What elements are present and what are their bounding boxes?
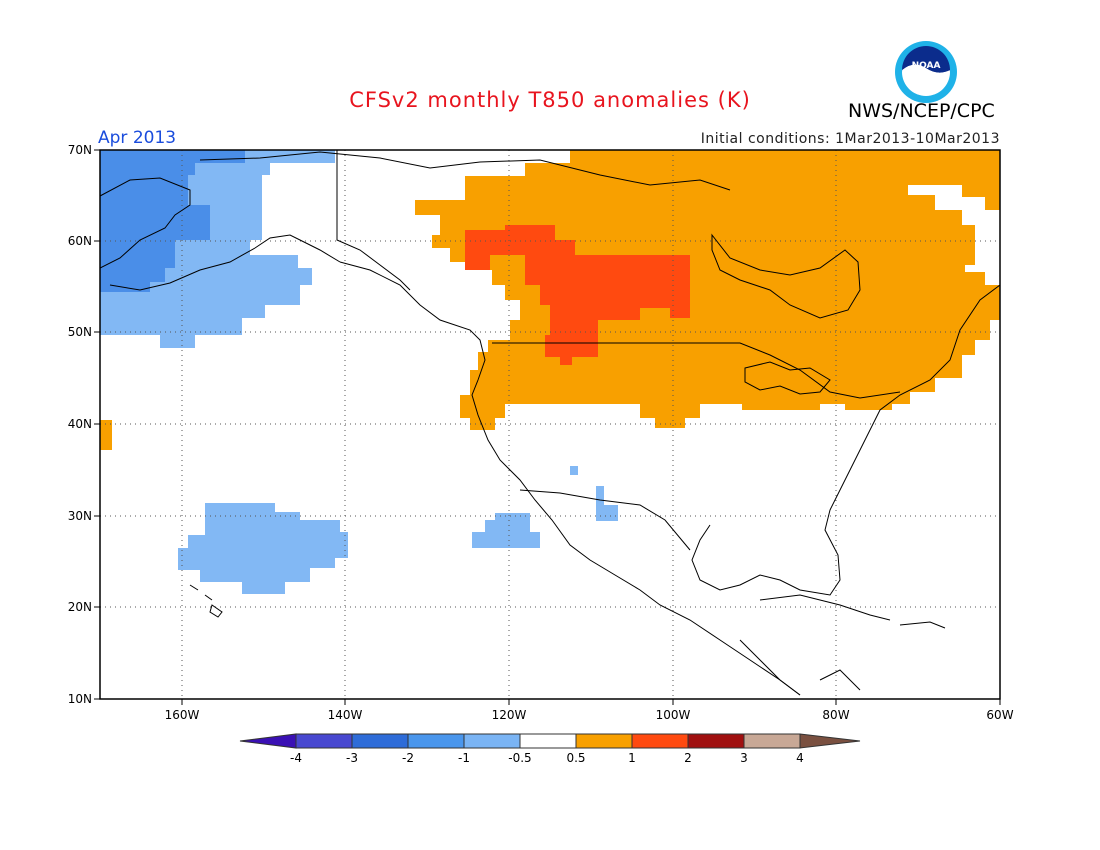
colorbar-label: -0.5 bbox=[508, 751, 532, 765]
lat-label: 40N bbox=[67, 417, 92, 431]
colorbar-high-arrow bbox=[799, 733, 861, 749]
coastlines bbox=[100, 150, 1000, 696]
colorbar-swatch bbox=[463, 733, 521, 749]
caribbean-cuba bbox=[759, 594, 891, 621]
warm-anomaly-canada-core-2 bbox=[465, 230, 505, 270]
colorbar-label: -4 bbox=[290, 751, 302, 765]
hudson-bay bbox=[711, 233, 861, 319]
warm-anomaly-canada-core bbox=[505, 225, 690, 365]
colorbar-label: -1 bbox=[458, 751, 470, 765]
tick-marks bbox=[94, 149, 1001, 705]
west-coast bbox=[339, 261, 801, 696]
central-america bbox=[739, 639, 861, 696]
colorbar-low-arrow bbox=[239, 733, 297, 749]
warm-anomaly-north-america bbox=[415, 150, 1000, 430]
colorbar-label: 3 bbox=[740, 751, 748, 765]
lat-label: 70N bbox=[67, 143, 92, 157]
cold-anomaly-pacific bbox=[178, 503, 348, 594]
alaska-coast bbox=[100, 177, 341, 291]
lat-label: 50N bbox=[67, 325, 92, 339]
noaa-logo: NOAA bbox=[895, 41, 957, 103]
cold-anomaly-baja bbox=[472, 513, 540, 548]
colorbar-swatch bbox=[407, 733, 465, 749]
colorbar-swatch bbox=[575, 733, 633, 749]
lon-label: 120W bbox=[491, 708, 527, 722]
lat-label: 20N bbox=[67, 600, 92, 614]
colorbar-swatch bbox=[687, 733, 745, 749]
arctic-coast bbox=[199, 151, 731, 191]
colorbar-swatch bbox=[295, 733, 353, 749]
alaska-canada-border bbox=[336, 150, 411, 291]
colorbar-label: 0.5 bbox=[566, 751, 586, 765]
colorbar-swatch bbox=[351, 733, 409, 749]
lon-label: 80W bbox=[822, 708, 850, 722]
organization-label: NWS/NCEP/CPC bbox=[848, 100, 995, 122]
warm-anomaly-pacific-edge bbox=[100, 420, 112, 450]
lat-label: 60N bbox=[67, 234, 92, 248]
great-lakes bbox=[744, 361, 831, 395]
noaa-logo-text: NOAA bbox=[912, 61, 941, 71]
lon-label: 160W bbox=[164, 708, 200, 722]
us-canada-border bbox=[492, 342, 901, 399]
map-title: CFSv2 monthly T850 anomalies (K) bbox=[349, 88, 751, 112]
colorbar-label: -2 bbox=[402, 751, 414, 765]
graticule bbox=[100, 150, 1000, 699]
lon-label: 140W bbox=[327, 708, 363, 722]
colorbar-swatch bbox=[631, 733, 689, 749]
hawaii bbox=[189, 584, 223, 618]
lat-label: 30N bbox=[67, 509, 92, 523]
colorbar-swatch bbox=[743, 733, 801, 749]
hispaniola bbox=[899, 621, 946, 629]
colorbar-label: 2 bbox=[684, 751, 692, 765]
colorbar-label: 1 bbox=[628, 751, 636, 765]
us-mexico-border bbox=[519, 489, 691, 551]
colorbar bbox=[239, 733, 861, 749]
cold-anomaly-arizona bbox=[570, 466, 578, 475]
east-coast bbox=[691, 284, 1000, 596]
anomaly-shading bbox=[100, 150, 1000, 594]
forecast-month: Apr 2013 bbox=[98, 128, 177, 148]
lon-label: 60W bbox=[986, 708, 1014, 722]
cold-anomaly-alaska-dark bbox=[100, 150, 245, 292]
colorbar-label: -3 bbox=[346, 751, 358, 765]
cold-anomaly-new-mexico bbox=[596, 486, 618, 521]
initial-conditions: Initial conditions: 1Mar2013-10Mar2013 bbox=[700, 131, 1000, 147]
lat-label: 10N bbox=[67, 692, 92, 706]
colorbar-swatch bbox=[519, 733, 577, 749]
colorbar-label: 4 bbox=[796, 751, 804, 765]
lon-label: 100W bbox=[655, 708, 691, 722]
